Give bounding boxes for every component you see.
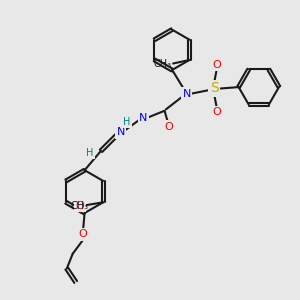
Text: O: O [79,230,88,239]
Text: O: O [76,201,84,211]
Text: H: H [123,117,130,127]
Text: N: N [117,127,125,137]
Text: H: H [86,148,94,158]
Text: N: N [139,113,147,123]
Text: N: N [183,88,191,98]
Text: O: O [213,60,221,70]
Text: S: S [210,82,219,95]
Text: CH₃: CH₃ [70,201,88,211]
Text: CH₃: CH₃ [154,58,172,68]
Text: O: O [213,107,221,117]
Text: O: O [165,122,173,131]
